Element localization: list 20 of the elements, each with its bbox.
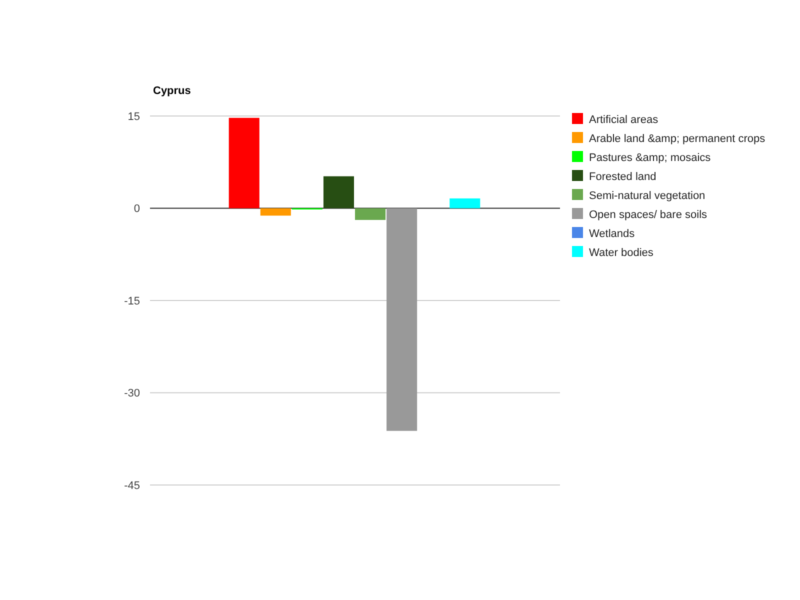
legend-label: Forested land bbox=[589, 171, 656, 183]
y-tick-label: -30 bbox=[124, 388, 140, 400]
bar bbox=[450, 198, 480, 208]
y-tick-label: 0 bbox=[134, 203, 140, 216]
legend-label: Wetlands bbox=[589, 228, 636, 240]
bar bbox=[355, 208, 386, 220]
bar bbox=[228, 118, 260, 208]
legend-label: Artificial areas bbox=[589, 114, 659, 126]
legend-label: Pastures &amp; mosaics bbox=[589, 152, 712, 164]
legend-label: Arable land &amp; permanent crops bbox=[589, 133, 766, 145]
bar bbox=[386, 208, 418, 431]
legend-label: Water bodies bbox=[589, 247, 654, 259]
legend-label: Open spaces/ bare soils bbox=[589, 209, 708, 221]
y-tick-label: -45 bbox=[124, 480, 140, 492]
bar bbox=[323, 176, 354, 208]
chart-title: Cyprus bbox=[153, 85, 191, 97]
y-tick-label: -15 bbox=[124, 295, 140, 308]
bar bbox=[260, 208, 291, 216]
y-tick-label: 15 bbox=[128, 110, 140, 123]
legend-label: Semi-natural vegetation bbox=[589, 190, 706, 202]
